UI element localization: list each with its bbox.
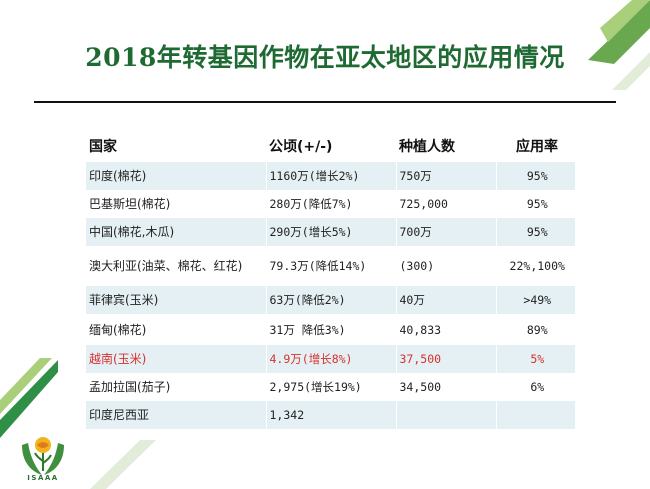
table-row-highlighted: 越南(玉米) 4.9万(增长8%) 37,500 5%	[86, 345, 575, 373]
cell-rate	[496, 401, 575, 429]
cell-rate: 89%	[496, 314, 575, 345]
logo-left-leaf	[22, 443, 42, 475]
cell-hectares: 2,975(增长19%)	[266, 373, 397, 401]
stripe-pale-bottom	[90, 440, 156, 489]
cell-rate: 5%	[496, 345, 575, 373]
cell-country: 印度尼西亚	[86, 401, 267, 429]
table-row: 巴基斯坦(棉花) 280万(降低7%) 725,000 95%	[86, 190, 575, 218]
cell-growers	[396, 401, 497, 429]
cell-growers: 37,500	[396, 345, 497, 373]
header-growers: 种植人数	[399, 139, 455, 155]
cell-rate: >49%	[496, 286, 575, 314]
header-country: 国家	[89, 139, 117, 155]
cell-growers: 34,500	[396, 373, 497, 401]
stripe-dark-bottom	[0, 360, 58, 438]
title-divider	[34, 101, 616, 103]
cell-growers: 750万	[396, 162, 497, 190]
stripe-pale-top	[612, 52, 650, 90]
stripe-light-top	[600, 0, 650, 42]
cell-hectares: 290万(增长5%)	[266, 218, 397, 246]
table-header-row: 国家 公顷(+/-) 种植人数 应用率	[86, 130, 575, 162]
header-adoption-rate: 应用率	[516, 139, 558, 155]
cell-rate: 95%	[496, 162, 575, 190]
table-row: 缅甸(棉花) 31万 降低3%) 40,833 89%	[86, 314, 575, 345]
cell-rate: 95%	[496, 190, 575, 218]
cell-country: 中国(棉花,木瓜)	[86, 218, 267, 246]
cell-hectares: 1,342	[266, 401, 397, 429]
cell-country: 缅甸(棉花)	[86, 314, 267, 345]
cell-hectares: 4.9万(增长8%)	[266, 345, 397, 373]
cell-growers: 40,833	[396, 314, 497, 345]
logo-right-leaf	[44, 443, 64, 475]
header-hectares: 公顷(+/-)	[269, 139, 333, 155]
cell-country: 菲律宾(玉米)	[86, 286, 267, 314]
table-row: 孟加拉国(茄子) 2,975(增长19%) 34,500 6%	[86, 373, 575, 401]
table-row: 澳大利亚(油菜、棉花、红花) 79.3万(降低14%) (300) 22%,10…	[86, 246, 575, 286]
logo-sprout	[34, 452, 52, 471]
cell-growers: 700万	[396, 218, 497, 246]
cell-hectares: 79.3万(降低14%)	[266, 246, 397, 286]
stripe-dark-top	[588, 0, 650, 64]
cell-country: 印度(棉花)	[86, 162, 267, 190]
cell-hectares: 63万(降低2%)	[266, 286, 397, 314]
cell-country: 孟加拉国(茄子)	[86, 373, 267, 401]
cell-growers: (300)	[396, 246, 497, 286]
cell-rate: 22%,100%	[496, 246, 575, 286]
cell-country: 越南(玉米)	[86, 345, 267, 373]
cell-rate: 6%	[496, 373, 575, 401]
logo-text: ISAAA	[27, 474, 59, 482]
cell-growers: 40万	[396, 286, 497, 314]
logo-globe-detail	[37, 442, 49, 448]
gm-crops-table: 国家 公顷(+/-) 种植人数 应用率 印度(棉花) 1160万(增长2%) 7…	[86, 130, 575, 429]
table-row: 中国(棉花,木瓜) 290万(增长5%) 700万 95%	[86, 218, 575, 246]
stripe-light-bottom	[0, 358, 52, 414]
cell-growers: 725,000	[396, 190, 497, 218]
cell-hectares: 31万 降低3%)	[266, 314, 397, 345]
table-row: 菲律宾(玉米) 63万(降低2%) 40万 >49%	[86, 286, 575, 314]
cell-hectares: 1160万(增长2%)	[266, 162, 397, 190]
table-row: 印度尼西亚 1,342	[86, 401, 575, 429]
table-row: 印度(棉花) 1160万(增长2%) 750万 95%	[86, 162, 575, 190]
page-title: 2018年转基因作物在亚太地区的应用情况	[85, 43, 565, 72]
cell-rate: 95%	[496, 218, 575, 246]
cell-country: 巴基斯坦(棉花)	[86, 190, 267, 218]
cell-country: 澳大利亚(油菜、棉花、红花)	[86, 246, 267, 286]
cell-hectares: 280万(降低7%)	[266, 190, 397, 218]
isaaa-logo-icon	[22, 437, 64, 475]
